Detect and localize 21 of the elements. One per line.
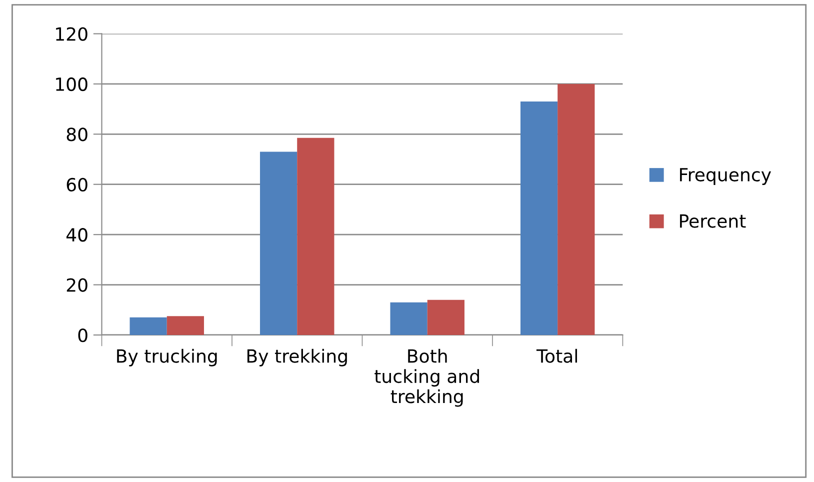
bar [520, 102, 558, 335]
bar [166, 316, 204, 335]
bar [297, 138, 334, 335]
bar [558, 84, 595, 335]
bar [427, 300, 464, 335]
y-tick-label: 100 [56, 77, 88, 92]
y-tick-label: 0 [78, 328, 88, 342]
bar [390, 302, 428, 335]
x-tick-label: By trekking [247, 348, 347, 366]
y-tick-label: 80 [66, 128, 88, 142]
legend-label: Percent [680, 214, 746, 228]
x-tick-label: By trucking [117, 348, 217, 366]
y-tick-label: 120 [56, 27, 88, 41]
x-tick-label: Total [536, 348, 577, 363]
y-tick-label: 60 [66, 178, 88, 192]
legend-label: Frequency [680, 168, 771, 185]
x-tick-label: Both tucking and trekking [374, 348, 479, 407]
bar [130, 317, 167, 335]
y-tick-label: 20 [66, 278, 88, 292]
bar [260, 152, 298, 335]
y-tick-label: 40 [66, 228, 88, 242]
